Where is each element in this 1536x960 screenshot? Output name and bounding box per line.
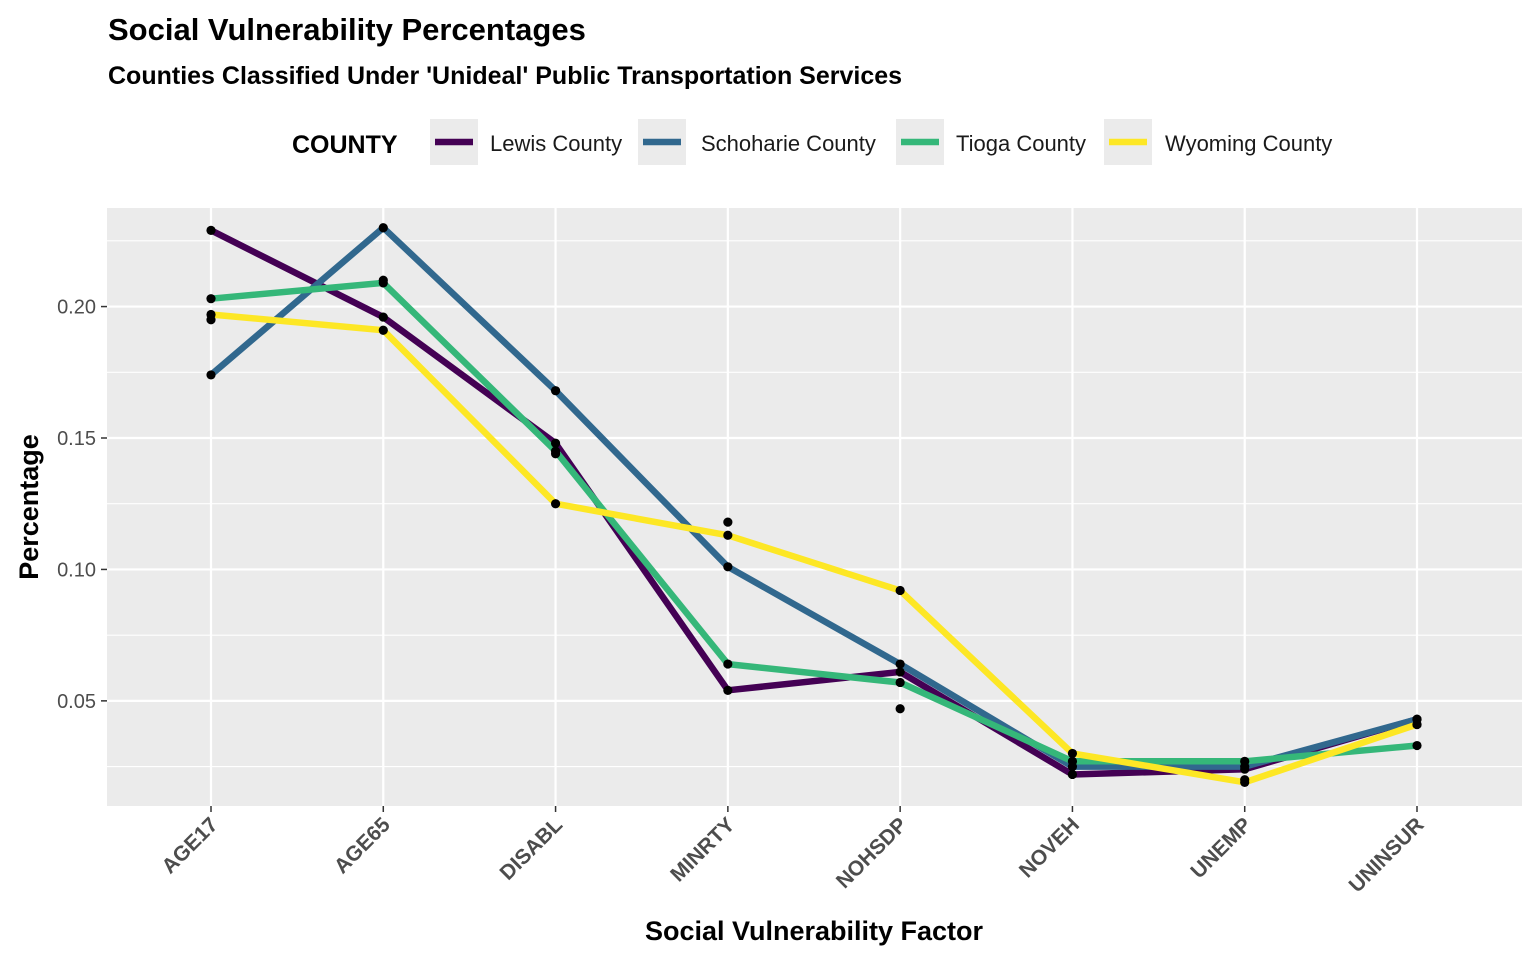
data-point (895, 677, 905, 688)
x-tick-label: NOHSDP (832, 813, 912, 893)
data-point (1412, 740, 1422, 751)
x-tick-label: NOVEH (1015, 813, 1084, 882)
series-line (209, 227, 1418, 778)
x-tick-label: MINRTY (666, 813, 739, 886)
legend-label: Lewis County (490, 131, 622, 156)
x-tick-label: AGE17 (158, 813, 223, 878)
chart-subtitle: Counties Classified Under 'Unideal' Publ… (108, 62, 902, 90)
data-points (206, 223, 1422, 787)
x-axis-label: Social Vulnerability Factor (645, 916, 984, 946)
data-point (723, 530, 733, 540)
data-point (723, 562, 733, 572)
data-point (895, 667, 905, 677)
data-point (206, 370, 216, 380)
data-point (550, 386, 561, 396)
major-gridlines (107, 208, 1522, 806)
data-point (895, 585, 905, 596)
y-tick-label: 0.10 (57, 559, 96, 581)
y-axis: 0.05 0.10 0.15 0.20 (57, 297, 107, 713)
data-point (723, 659, 733, 669)
data-point (378, 312, 388, 322)
data-point (723, 685, 733, 695)
data-point (1067, 769, 1078, 780)
data-point (895, 659, 905, 669)
legend-label: Wyoming County (1165, 131, 1332, 156)
data-point (378, 325, 388, 335)
data-point (206, 315, 216, 325)
data-point (1240, 756, 1250, 766)
data-point (550, 438, 561, 448)
data-point (1240, 775, 1250, 785)
data-point (895, 704, 905, 714)
series-line (208, 224, 1418, 770)
x-tick-label: AGE65 (330, 813, 395, 878)
x-axis: AGE17 AGE65 DISABL MINRTY NOHSDP NOVEH UNEMP UN… (158, 806, 1429, 897)
legend-label: Tioga County (956, 131, 1086, 156)
data-point (378, 275, 388, 285)
legend-title: COUNTY (292, 131, 398, 159)
series-line (210, 279, 1418, 765)
data-point (378, 223, 388, 233)
data-point (723, 517, 733, 527)
series-lines (208, 224, 1419, 786)
x-tick-label: UNINSUR (1345, 813, 1429, 897)
y-tick-label: 0.15 (57, 428, 96, 450)
data-point (206, 294, 216, 304)
legend: COUNTY Lewis County Schoharie County Tioga… (292, 119, 1332, 165)
y-axis-label: Percentage (14, 434, 44, 580)
data-point (550, 499, 561, 509)
legend-label: Schoharie County (701, 131, 876, 156)
plot-panel (107, 208, 1522, 806)
y-tick-label: 0.20 (57, 297, 96, 319)
x-tick-label: DISABL (496, 813, 568, 885)
data-point (1067, 756, 1078, 766)
data-point (1067, 748, 1078, 759)
x-tick-label: UNEMP (1186, 813, 1256, 883)
data-point (206, 225, 216, 235)
chart-title: Social Vulnerability Percentages (108, 12, 586, 47)
y-tick-label: 0.05 (57, 691, 96, 713)
series-line (210, 311, 1419, 786)
data-point (1412, 719, 1422, 730)
data-point (550, 449, 561, 459)
